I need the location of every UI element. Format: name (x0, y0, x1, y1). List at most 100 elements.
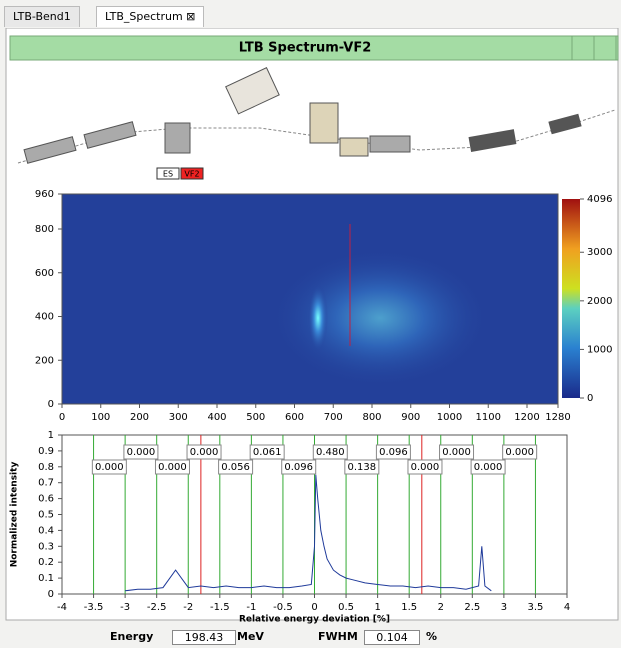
y-tick-label: 0.3 (38, 541, 54, 552)
image-frame (61, 193, 559, 405)
x-tick-label: 2 (438, 602, 444, 613)
spectrum-line (125, 474, 492, 592)
view: LTB Spectrum-VF2 ES VF2 -4 -3.5 -3 -2.5 -2 -1… (5, 28, 619, 625)
y-tick-label: 600 (35, 268, 54, 279)
bin-value: 0.000 (95, 462, 124, 473)
tab[interactable]: LTB-Bend1 (4, 6, 80, 27)
spectrum-plot: -4 -3.5 -3 -2.5 -2 -1.5 -1 -0.5 0 0.5 1 1.5 2 2.5 3 3.5… (10, 430, 571, 625)
x-tick-label: 2.5 (464, 602, 480, 613)
x-tick-label: -3.5 (84, 602, 104, 613)
x-tick-label: 900 (401, 412, 420, 423)
bin-value: 0.000 (442, 447, 471, 458)
y-tick-label: 0.8 (38, 462, 54, 473)
y-tick-label: 0.7 (38, 478, 54, 489)
y-tick-label: 0.2 (38, 557, 54, 568)
y-tick-label: 0.9 (38, 446, 54, 457)
x-tick-label: 1000 (437, 412, 462, 423)
x-tick-label: 1100 (476, 412, 501, 423)
x-tick-label: 200 (130, 412, 149, 423)
x-tick-label: 3 (501, 602, 507, 613)
x-tick-label: 800 (362, 412, 381, 423)
colorbar-label: 4096 (587, 194, 612, 205)
x-tick-label: -0.5 (273, 602, 293, 613)
y-tick-label: 960 (35, 189, 54, 200)
bin-box (186, 444, 222, 460)
bin-box (312, 444, 348, 460)
bin-value: 0.000 (158, 462, 187, 473)
y-tick-label: 0 (48, 589, 54, 600)
bin-value: 0.480 (316, 447, 345, 458)
x-tick-label: 400 (207, 412, 226, 423)
x-tick-label: -4 (57, 602, 67, 613)
bin-value: 0.138 (348, 462, 377, 473)
colorbar-label: 3000 (587, 247, 612, 258)
button[interactable] (593, 35, 617, 61)
y-tick-label: 200 (35, 355, 54, 366)
panel-title: LTB Spectrum-VF2 (239, 41, 372, 56)
x-axis-label: Relative energy deviation [%] (239, 615, 390, 625)
x-tick-label: 1200 (514, 412, 539, 423)
bin-value: 0.096 (379, 447, 408, 458)
colorbar-label: 0 (587, 393, 593, 404)
bin-value: 0.000 (127, 447, 156, 458)
x-tick-label: 1.5 (401, 602, 417, 613)
y-tick-label: 0.4 (38, 525, 54, 536)
x-tick-label: 600 (285, 412, 304, 423)
x-tick-label: -2 (183, 602, 193, 613)
x-tick-label: -1 (246, 602, 256, 613)
x-tick-label: 1280 (545, 412, 570, 423)
beamline-label: VF2 (184, 170, 199, 179)
bin-box (407, 459, 443, 475)
bin-value: 0.000 (474, 462, 503, 473)
fwhm-field[interactable]: 0.104 (364, 630, 420, 645)
bin-value: 0.000 (190, 447, 219, 458)
label: FWHM (318, 630, 358, 643)
tab-label: LTB_Spectrum (105, 10, 183, 23)
unit: MeV (237, 630, 264, 643)
bin-box (344, 459, 380, 475)
bin-value: 0.056 (221, 462, 250, 473)
beamline-label: ES (163, 170, 173, 179)
tab-label: LTB-Bend1 (13, 10, 71, 23)
label: Energy (110, 630, 154, 643)
bin-box (91, 459, 127, 475)
y-tick-label: 0 (48, 399, 54, 410)
colorbar-label: 1000 (587, 344, 612, 355)
bin-value: 0.096 (284, 462, 313, 473)
bin-box (281, 459, 317, 475)
y-tick-label: 1 (48, 430, 54, 441)
x-tick-label: 300 (169, 412, 188, 423)
y-tick-label: 0.5 (38, 510, 54, 521)
unit: % (426, 630, 438, 643)
bin-box (123, 444, 159, 460)
y-tick-label: 0.6 (38, 494, 54, 505)
x-tick-label: 4 (564, 602, 570, 613)
bin-box (502, 444, 538, 460)
camera-image (62, 194, 580, 404)
bin-value: 0.000 (505, 447, 534, 458)
bin-box (439, 444, 475, 460)
x-tick-label: 3.5 (527, 602, 543, 613)
bin-value: 0.000 (411, 462, 440, 473)
bin-box (375, 444, 411, 460)
bin-box (218, 459, 254, 475)
colorbar-label: 2000 (587, 296, 612, 307)
y-tick-label: 0.1 (38, 573, 54, 584)
y-axis-label: Normalized intensity (10, 462, 20, 568)
x-tick-label: 0.5 (338, 602, 354, 613)
x-tick-label: -1.5 (210, 602, 230, 613)
x-tick-label: 0 (311, 602, 317, 613)
x-tick-label: 700 (324, 412, 343, 423)
bin-box (470, 459, 506, 475)
x-tick-label: -3 (120, 602, 130, 613)
energy-field[interactable]: 198.43 (172, 630, 236, 645)
bin-value: 0.061 (253, 447, 282, 458)
x-tick-label: 100 (91, 412, 110, 423)
x-tick-label: 500 (246, 412, 265, 423)
beamline: ES VF2 (17, 67, 616, 180)
x-tick-label: 1 (374, 602, 380, 613)
tab[interactable]: LTB_Spectrum ⊠ (96, 6, 205, 27)
y-tick-label: 400 (35, 312, 54, 323)
bin-box (249, 444, 285, 460)
